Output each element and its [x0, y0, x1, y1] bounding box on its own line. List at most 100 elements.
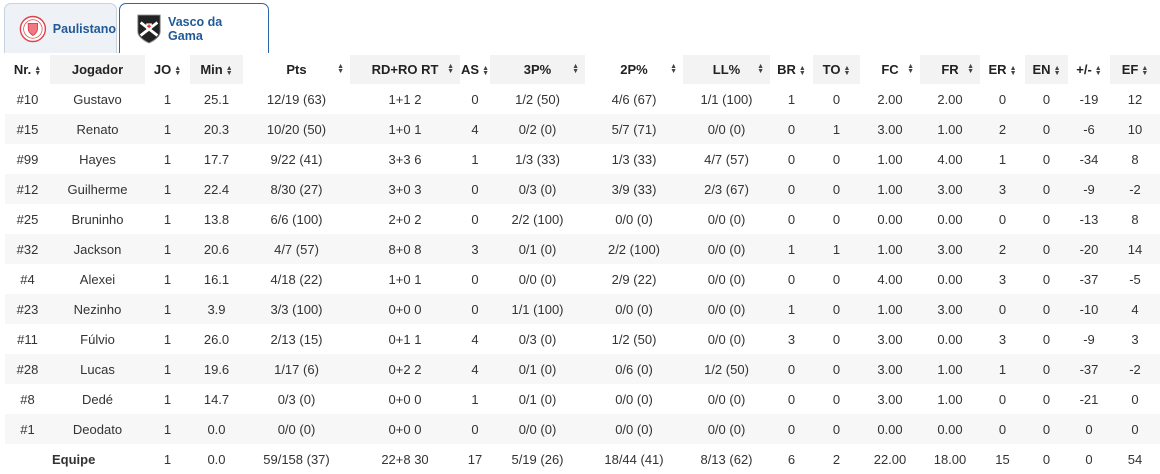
column-header[interactable]: FC ▲ ▼: [860, 55, 920, 84]
stat-cell: 10/20 (50): [243, 114, 350, 144]
column-header[interactable]: EF ▲ ▼: [1110, 55, 1160, 84]
table-row: #25 Bruninho 1 13.8 6/6 (100) 2+0 2 0 2/2 (100)…: [5, 204, 1160, 234]
player-name[interactable]: Nezinho: [50, 294, 145, 324]
stat-cell: 2/9 (22): [611, 271, 657, 287]
tab-paulistano[interactable]: Paulistano: [4, 3, 117, 53]
stat-cell: 0/0 (0): [707, 271, 746, 287]
stat-cell: 0: [832, 91, 841, 107]
stat-cell: 1.00: [920, 114, 980, 144]
sort-updown-icon[interactable]: ▲ ▼: [670, 63, 677, 75]
column-header-label: LL%: [712, 62, 741, 77]
sort-updown-icon[interactable]: ▲ ▼: [225, 64, 233, 77]
stat-cell: 0/3 (0): [518, 331, 557, 347]
stat-cell: 8+0 8: [350, 234, 460, 264]
column-header[interactable]: FR ▲ ▼: [920, 55, 980, 84]
sort-updown-icon[interactable]: ▲ ▼: [337, 63, 344, 75]
sort-updown-icon[interactable]: ▲ ▼: [798, 64, 806, 77]
sort-updown-icon[interactable]: ▲ ▼: [482, 64, 489, 77]
column-header[interactable]: JO ▲ ▼: [145, 55, 190, 84]
team-total-row: Equipe 1 0.0 59/158 (37) 22+8 30 17 5/19 (26) 1…: [5, 444, 1160, 474]
column-header-label: EN: [1032, 62, 1051, 77]
sort-updown-icon[interactable]: ▲ ▼: [447, 63, 454, 75]
column-header-label: Nr.: [13, 62, 32, 77]
stat-cell: 1.00: [937, 391, 963, 407]
total-cell: 22.00: [860, 444, 920, 474]
player-name[interactable]: Hayes: [79, 151, 116, 167]
stat-cell: 4.00: [937, 151, 963, 167]
column-header[interactable]: Jogador: [50, 55, 145, 84]
stat-cell: 2+0 2: [388, 211, 422, 227]
column-header[interactable]: EN ▲ ▼: [1025, 55, 1068, 84]
player-name[interactable]: Gustavo: [73, 91, 122, 107]
stat-cell: 0: [813, 414, 860, 444]
stat-cell: -21: [1079, 391, 1099, 407]
stat-cell: 1: [770, 294, 813, 324]
stat-cell: 5/7 (71): [585, 114, 683, 144]
column-header[interactable]: BR ▲ ▼: [770, 55, 813, 84]
sort-updown-icon[interactable]: ▲ ▼: [572, 63, 579, 75]
sort-updown-icon[interactable]: ▲ ▼: [757, 63, 764, 75]
column-header[interactable]: TO ▲ ▼: [813, 55, 860, 84]
sort-updown-icon[interactable]: ▲ ▼: [1141, 64, 1149, 77]
stat-cell: 1: [813, 234, 860, 264]
player-name[interactable]: Dedé: [81, 391, 114, 407]
total-cell: 15: [980, 444, 1025, 474]
player-name[interactable]: Alexei: [79, 271, 116, 287]
stat-cell: 4/7 (57): [704, 151, 749, 167]
column-header[interactable]: +/- ▲ ▼: [1068, 55, 1110, 84]
sort-updown-icon[interactable]: ▲ ▼: [843, 64, 851, 77]
sort-updown-icon[interactable]: ▲ ▼: [967, 63, 974, 75]
column-header[interactable]: AS ▲ ▼: [460, 55, 490, 84]
sort-updown-icon[interactable]: ▲ ▼: [907, 63, 914, 75]
sort-updown-icon[interactable]: ▲ ▼: [1053, 64, 1061, 77]
sort-updown-icon[interactable]: ▲ ▼: [174, 64, 182, 77]
total-cell: 59/158 (37): [243, 444, 350, 474]
stat-cell: 0: [460, 294, 490, 324]
sort-updown-icon[interactable]: ▲ ▼: [1009, 64, 1017, 77]
player-name[interactable]: Lucas: [50, 354, 145, 384]
stat-cell: 1: [145, 234, 190, 264]
player-name[interactable]: Fúlvio: [80, 331, 115, 347]
column-header[interactable]: ER ▲ ▼: [980, 55, 1025, 84]
stat-cell: 0: [1068, 414, 1110, 444]
stat-cell: 2/13 (15): [270, 331, 323, 347]
stat-cell: 0: [1042, 271, 1051, 287]
stat-cell: 3: [1131, 331, 1139, 347]
team-total-label: Equipe: [50, 444, 145, 474]
stat-cell: 3.00: [920, 234, 980, 264]
player-name[interactable]: Renato: [50, 114, 145, 144]
stat-cell: 26.0: [203, 331, 230, 347]
player-name[interactable]: Deodato: [50, 414, 145, 444]
total-cell: 0: [1068, 444, 1110, 474]
stat-cell: 10: [1110, 114, 1160, 144]
stat-cell: 9/22 (41): [270, 151, 323, 167]
column-header[interactable]: Min ▲ ▼: [190, 55, 243, 84]
sort-updown-icon[interactable]: ▲ ▼: [34, 64, 42, 77]
stat-cell: 0: [770, 414, 813, 444]
stat-cell: 19.6: [190, 354, 243, 384]
stat-cell: 2/2 (100): [585, 234, 683, 264]
column-header[interactable]: 3P% ▲ ▼: [490, 55, 585, 84]
player-name[interactable]: Bruninho: [71, 211, 124, 227]
sort-updown-icon[interactable]: ▲ ▼: [1094, 64, 1102, 77]
stat-cell: 8: [1131, 151, 1139, 167]
column-header[interactable]: 2P% ▲ ▼: [585, 55, 683, 84]
column-header[interactable]: RD+RO RT ▲ ▼: [350, 55, 460, 84]
column-header[interactable]: Pts ▲ ▼: [243, 55, 350, 84]
stat-cell: 0/2 (0): [490, 114, 585, 144]
total-cell: 22+8 30: [350, 444, 460, 474]
stat-cell: 4: [460, 354, 490, 384]
stat-cell: 3: [787, 331, 796, 347]
player-name[interactable]: Guilherme: [50, 174, 145, 204]
column-header[interactable]: LL% ▲ ▼: [683, 55, 770, 84]
player-name[interactable]: Jackson: [50, 234, 145, 264]
column-header-label: FC: [881, 62, 899, 77]
stat-cell: 0: [998, 391, 1007, 407]
stat-cell: 8: [1131, 211, 1139, 227]
column-header-label: AS: [461, 62, 480, 77]
stat-cell: 0: [832, 271, 841, 287]
column-header[interactable]: Nr. ▲ ▼: [5, 55, 50, 84]
total-cell: 18/44 (41): [585, 444, 683, 474]
stat-cell: -9: [1083, 331, 1095, 347]
tab-vasco-da-gama[interactable]: Vasco da Gama: [119, 3, 269, 53]
